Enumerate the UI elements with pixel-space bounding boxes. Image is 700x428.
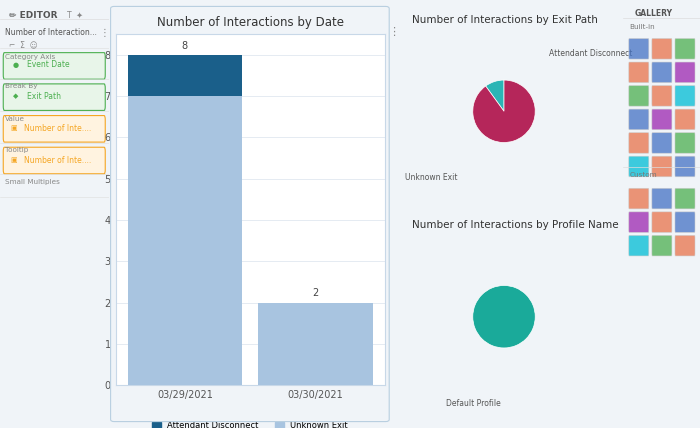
FancyBboxPatch shape — [675, 39, 695, 59]
FancyBboxPatch shape — [629, 156, 649, 177]
FancyBboxPatch shape — [629, 62, 649, 83]
Text: Number of Inte....: Number of Inte.... — [24, 124, 91, 133]
Text: Built-in: Built-in — [629, 24, 655, 30]
FancyBboxPatch shape — [4, 84, 105, 110]
FancyBboxPatch shape — [675, 62, 695, 83]
Text: Number of Interactions by Profile Name: Number of Interactions by Profile Name — [412, 220, 618, 230]
Text: Event Date: Event Date — [27, 60, 70, 69]
Text: Custom: Custom — [629, 172, 657, 178]
FancyBboxPatch shape — [652, 212, 672, 232]
Text: ✏ EDITOR: ✏ EDITOR — [8, 11, 57, 20]
FancyBboxPatch shape — [629, 86, 649, 106]
Text: 2: 2 — [312, 288, 318, 298]
Bar — [258, 303, 372, 385]
FancyBboxPatch shape — [652, 133, 672, 153]
FancyBboxPatch shape — [629, 235, 649, 256]
Text: Number of Interaction...: Number of Interaction... — [6, 28, 97, 37]
Text: Unknown Exit: Unknown Exit — [405, 172, 458, 181]
Wedge shape — [473, 80, 536, 143]
FancyBboxPatch shape — [4, 147, 105, 174]
Text: Break By: Break By — [6, 83, 38, 89]
FancyBboxPatch shape — [629, 109, 649, 130]
FancyBboxPatch shape — [652, 188, 672, 209]
FancyBboxPatch shape — [629, 212, 649, 232]
Text: Attendant Disconnect: Attendant Disconnect — [550, 49, 633, 58]
Text: Tooltip: Tooltip — [6, 147, 29, 153]
Text: ●: ● — [13, 62, 19, 68]
FancyBboxPatch shape — [652, 109, 672, 130]
FancyBboxPatch shape — [4, 53, 105, 79]
Bar — [128, 55, 242, 96]
Text: ⋮: ⋮ — [100, 28, 110, 38]
Text: 8: 8 — [182, 41, 188, 51]
Text: ⋮: ⋮ — [388, 27, 399, 37]
Text: ▣: ▣ — [11, 157, 18, 163]
FancyBboxPatch shape — [675, 188, 695, 209]
Text: Number of Interactions by Exit Path: Number of Interactions by Exit Path — [412, 15, 597, 25]
Text: ▣: ▣ — [11, 125, 18, 131]
FancyBboxPatch shape — [675, 133, 695, 153]
FancyBboxPatch shape — [629, 133, 649, 153]
Text: Value: Value — [6, 116, 25, 122]
FancyBboxPatch shape — [652, 86, 672, 106]
Text: ⌐  Σ  ☺: ⌐ Σ ☺ — [8, 41, 37, 50]
Text: Category Axis: Category Axis — [6, 54, 56, 59]
Text: T  ✦: T ✦ — [67, 11, 83, 20]
FancyBboxPatch shape — [675, 86, 695, 106]
Legend: Attendant Disconnect, Unknown Exit: Attendant Disconnect, Unknown Exit — [149, 418, 351, 428]
Text: Number of Inte....: Number of Inte.... — [24, 155, 91, 165]
Text: Default Profile: Default Profile — [446, 398, 500, 407]
FancyBboxPatch shape — [4, 116, 105, 142]
Text: Small Multiples: Small Multiples — [6, 179, 60, 185]
FancyBboxPatch shape — [629, 39, 649, 59]
FancyBboxPatch shape — [652, 39, 672, 59]
Title: Number of Interactions by Date: Number of Interactions by Date — [157, 16, 344, 29]
FancyBboxPatch shape — [652, 156, 672, 177]
Text: ◆: ◆ — [13, 93, 18, 99]
Wedge shape — [473, 285, 536, 348]
FancyBboxPatch shape — [652, 235, 672, 256]
FancyBboxPatch shape — [675, 212, 695, 232]
Wedge shape — [486, 80, 504, 111]
FancyBboxPatch shape — [629, 188, 649, 209]
FancyBboxPatch shape — [675, 109, 695, 130]
Text: Exit Path: Exit Path — [27, 92, 61, 101]
FancyBboxPatch shape — [675, 156, 695, 177]
FancyBboxPatch shape — [675, 235, 695, 256]
Text: GALLERY: GALLERY — [634, 9, 673, 18]
FancyBboxPatch shape — [652, 62, 672, 83]
Bar — [128, 96, 242, 385]
